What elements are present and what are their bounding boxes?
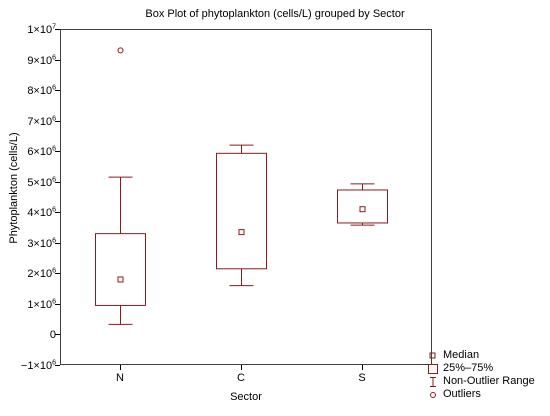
iqr-box	[216, 152, 267, 270]
y-tick-label: 1×107	[27, 22, 56, 36]
y-tick-label: 5×106	[27, 175, 56, 189]
legend-label-box: 25%–75%	[443, 362, 494, 374]
y-tick-label: 0	[49, 328, 56, 341]
box-rect-icon	[428, 363, 438, 374]
y-tick-label: 9×106	[27, 53, 56, 67]
y-tick-label: 1×106	[27, 297, 56, 311]
legend-item-median: Median	[427, 349, 535, 362]
x-tick-label: S	[358, 372, 366, 384]
y-tick-label: −1×106	[20, 358, 56, 372]
legend-item-range: Non-Outlier Range	[427, 375, 535, 388]
median-marker	[117, 276, 124, 283]
legend-label-range: Non-Outlier Range	[443, 375, 535, 387]
median-marker	[359, 206, 366, 213]
median-marker	[238, 229, 245, 236]
legend-item-outliers: Outliers	[427, 388, 535, 401]
y-axis-label: Phytoplankton (cells/L)	[8, 132, 20, 244]
y-tick-label: 2×106	[27, 266, 56, 280]
iqr-box	[95, 233, 146, 306]
y-tick-label: 3×106	[27, 236, 56, 250]
chart-title: Box Plot of phytoplankton (cells/L) grou…	[145, 8, 405, 20]
outlier-point	[117, 47, 124, 54]
y-tick-label: 4×106	[27, 205, 56, 219]
y-tick-label: 6×106	[27, 144, 56, 158]
outlier-circle-icon	[430, 391, 436, 398]
median-square-icon	[429, 352, 436, 358]
whisker-range-icon	[430, 376, 436, 387]
legend-label-median: Median	[443, 349, 480, 361]
iqr-box	[337, 189, 388, 224]
legend-item-box: 25%–75%	[427, 362, 535, 375]
x-axis-label: Sector	[230, 391, 262, 403]
legend-label-outliers: Outliers	[443, 388, 481, 400]
x-tick-label: N	[116, 372, 124, 384]
plot-frame	[60, 29, 432, 365]
x-tick-label: C	[237, 372, 245, 384]
y-tick-label: 8×106	[27, 83, 56, 97]
y-tick-label: 7×106	[27, 114, 56, 128]
legend: Median 25%–75% Non-Outlier Range Outlier…	[427, 349, 535, 401]
